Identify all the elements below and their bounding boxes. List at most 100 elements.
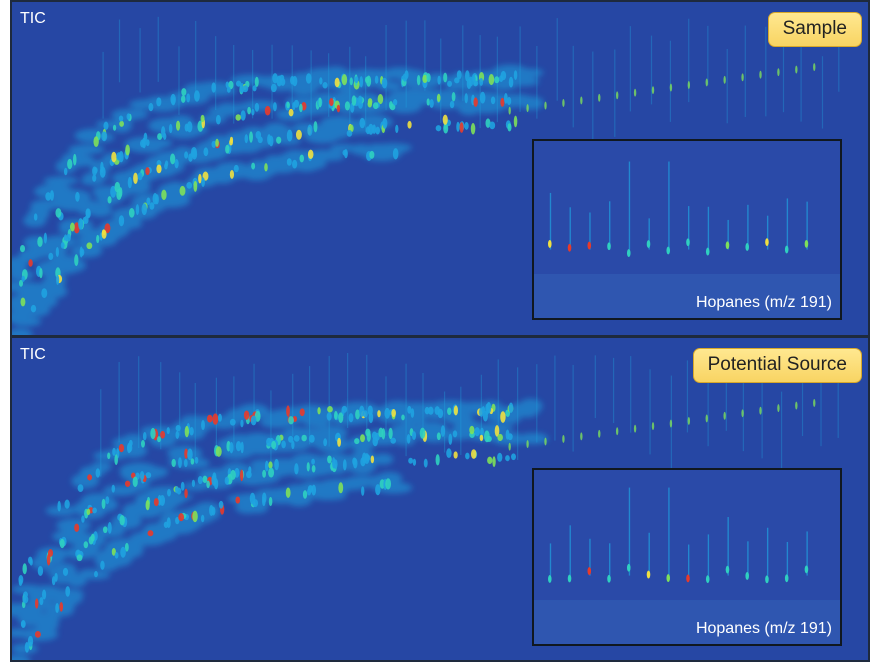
- haze-blob: [314, 425, 348, 440]
- compound-spot: [326, 412, 332, 421]
- peak-streak: [669, 40, 672, 122]
- compound-spot: [500, 70, 507, 81]
- compound-spot: [142, 431, 147, 441]
- haze-blob: [40, 279, 61, 291]
- compound-spot: [288, 416, 294, 425]
- compound-spot: [171, 458, 176, 468]
- compound-spot: [327, 455, 332, 464]
- compound-spot: [211, 506, 216, 516]
- compound-spot: [145, 167, 150, 176]
- compound-spot: [226, 86, 231, 93]
- compound-spot: [118, 115, 124, 122]
- hopane-streak: [727, 517, 729, 576]
- hopane-streak: [747, 541, 749, 576]
- compound-spot: [436, 432, 441, 441]
- compound-spot: [262, 469, 267, 478]
- compound-spot: [484, 430, 490, 443]
- compound-spot: [440, 425, 446, 437]
- peak-streak: [138, 356, 140, 448]
- compound-spot: [124, 542, 129, 552]
- peak-streak: [349, 46, 351, 133]
- compound-spot: [147, 530, 154, 537]
- peak-streak: [782, 41, 785, 113]
- compound-spot: [161, 189, 167, 201]
- compound-spot: [235, 441, 242, 452]
- haze-blob: [474, 423, 514, 433]
- series-spot: [562, 434, 565, 443]
- peak-streak: [291, 45, 293, 105]
- series-spot: [777, 404, 780, 413]
- compound-spot: [19, 244, 26, 253]
- compound-spot: [395, 124, 399, 134]
- compound-spot: [145, 499, 150, 511]
- compound-spot: [206, 414, 213, 423]
- compound-spot: [490, 96, 496, 105]
- compound-spot: [18, 578, 23, 586]
- compound-spot: [101, 131, 108, 142]
- haze-blob: [120, 443, 148, 458]
- compound-spot: [354, 438, 360, 445]
- compound-spot: [114, 551, 119, 559]
- peak-streak: [215, 36, 217, 111]
- compound-spot: [442, 114, 448, 125]
- hopane-streak: [786, 198, 789, 250]
- compound-spot: [180, 481, 185, 491]
- compound-spot: [249, 131, 253, 143]
- compound-spot: [443, 72, 448, 83]
- compound-spot: [299, 154, 305, 163]
- haze-blob: [303, 128, 341, 144]
- compound-spot: [112, 447, 116, 456]
- compound-spot: [111, 151, 117, 163]
- compound-spot: [41, 288, 48, 299]
- compound-spot: [266, 437, 272, 447]
- compound-spot: [156, 160, 162, 167]
- compound-spot: [497, 452, 503, 462]
- haze-blob: [172, 146, 193, 161]
- compound-spot: [436, 93, 441, 103]
- peak-streak: [310, 50, 312, 121]
- sample-hopanes-heatmap: [534, 161, 840, 318]
- compound-spot: [65, 586, 71, 597]
- compound-spot: [244, 134, 249, 144]
- hopane-peak: [548, 575, 552, 583]
- compound-spot: [323, 438, 328, 447]
- sample-inset-label: Hopanes (m/z 191): [695, 294, 832, 311]
- peak-streak: [462, 25, 464, 101]
- compound-spot: [508, 76, 514, 88]
- series-spot: [633, 88, 637, 97]
- compound-spot: [487, 456, 493, 465]
- hopane-peak: [745, 572, 749, 580]
- haze-blob: [519, 398, 543, 414]
- compound-spot: [218, 413, 222, 422]
- haze-blob: [207, 106, 234, 115]
- series-spot: [813, 399, 816, 407]
- peak-streak: [328, 355, 330, 447]
- compound-spot: [235, 114, 241, 121]
- haze-blob: [68, 144, 105, 155]
- compound-spot: [334, 77, 340, 88]
- compound-spot: [453, 451, 458, 459]
- compound-spot: [464, 93, 468, 104]
- compound-spot: [274, 458, 279, 471]
- compound-spot: [426, 73, 431, 83]
- compound-spot: [224, 476, 229, 485]
- compound-spot: [200, 114, 205, 123]
- compound-spot: [268, 467, 275, 478]
- peak-streak: [178, 46, 180, 115]
- compound-spot: [167, 489, 171, 497]
- haze-blob: [374, 143, 413, 153]
- haze-blob: [397, 413, 427, 425]
- series-spot: [526, 440, 529, 449]
- compound-spot: [197, 475, 203, 485]
- source-hopanes-heatmap: [534, 487, 840, 644]
- compound-spot: [286, 158, 292, 166]
- compound-spot: [225, 81, 230, 89]
- compound-spot: [46, 553, 51, 566]
- compound-spot: [286, 405, 290, 417]
- compound-spot: [164, 160, 169, 167]
- compound-spot: [454, 77, 460, 84]
- inset-haze: [534, 600, 840, 644]
- series-spot: [813, 63, 816, 71]
- compound-spot: [22, 595, 29, 604]
- compound-spot: [268, 461, 273, 469]
